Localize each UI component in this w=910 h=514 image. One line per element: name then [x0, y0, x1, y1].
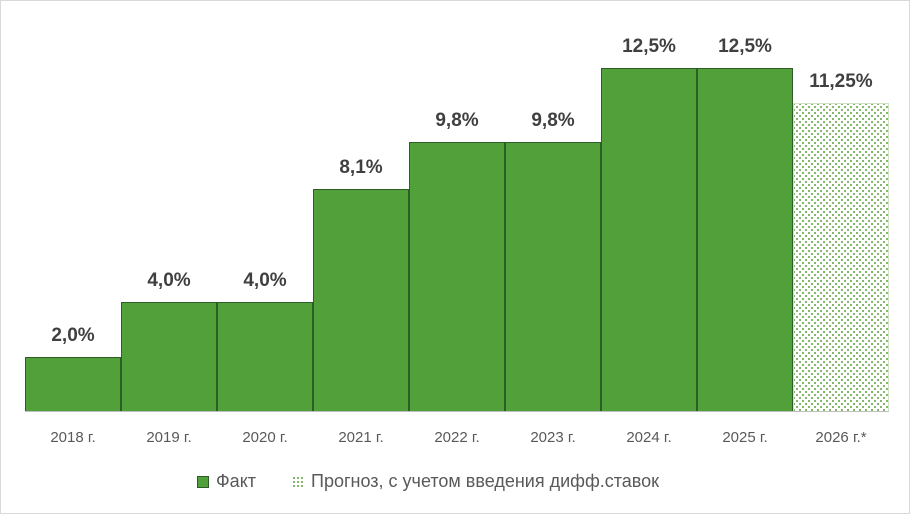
legend-item-forecast: Прогноз, с учетом введения дифф.ставок — [292, 471, 659, 492]
data-label: 12,5% — [622, 36, 676, 57]
bar-fact — [409, 142, 505, 412]
x-tick-label: 2022 г. — [434, 429, 480, 446]
bar-fact — [25, 357, 121, 412]
x-tick-label: 2026 г.* — [815, 429, 867, 446]
x-axis-line — [25, 411, 889, 412]
data-label: 11,25% — [809, 71, 873, 92]
legend: Факт Прогноз, с учетом введения дифф.ста… — [197, 471, 695, 492]
legend-label-forecast: Прогноз, с учетом введения дифф.ставок — [311, 471, 660, 491]
data-label: 4,0% — [243, 270, 287, 291]
bar-fact — [121, 302, 217, 412]
fact-swatch-icon — [197, 475, 209, 488]
x-tick-label: 2023 г. — [530, 429, 576, 446]
data-label: 9,8% — [435, 110, 479, 131]
legend-item-fact: Факт — [197, 471, 256, 492]
x-tick-label: 2021 г. — [338, 429, 384, 446]
data-label: 2,0% — [51, 325, 95, 346]
bar-fact — [601, 68, 697, 412]
plot-area: 2,0% 4,0% 4,0% 8,1% 9,8% 9,8% 12,5% 12,5% 11,25% — [25, 1, 889, 412]
x-tick-label: 2020 г. — [242, 429, 288, 446]
data-label: 4,0% — [147, 270, 191, 291]
x-tick-label: 2025 г. — [722, 429, 768, 446]
bar-fact — [505, 142, 601, 412]
data-label: 12,5% — [718, 36, 772, 57]
x-tick-label: 2019 г. — [146, 429, 192, 446]
forecast-swatch-icon — [292, 475, 305, 488]
bar-fact — [697, 68, 793, 412]
x-tick-label: 2024 г. — [626, 429, 672, 446]
x-tick-label: 2018 г. — [50, 429, 96, 446]
legend-label-fact: Факт — [216, 471, 257, 491]
data-label: 8,1% — [339, 157, 383, 178]
bar-fact — [313, 189, 409, 412]
bar-forecast — [793, 103, 889, 412]
data-label: 9,8% — [531, 110, 575, 131]
bar-fact — [217, 302, 313, 412]
